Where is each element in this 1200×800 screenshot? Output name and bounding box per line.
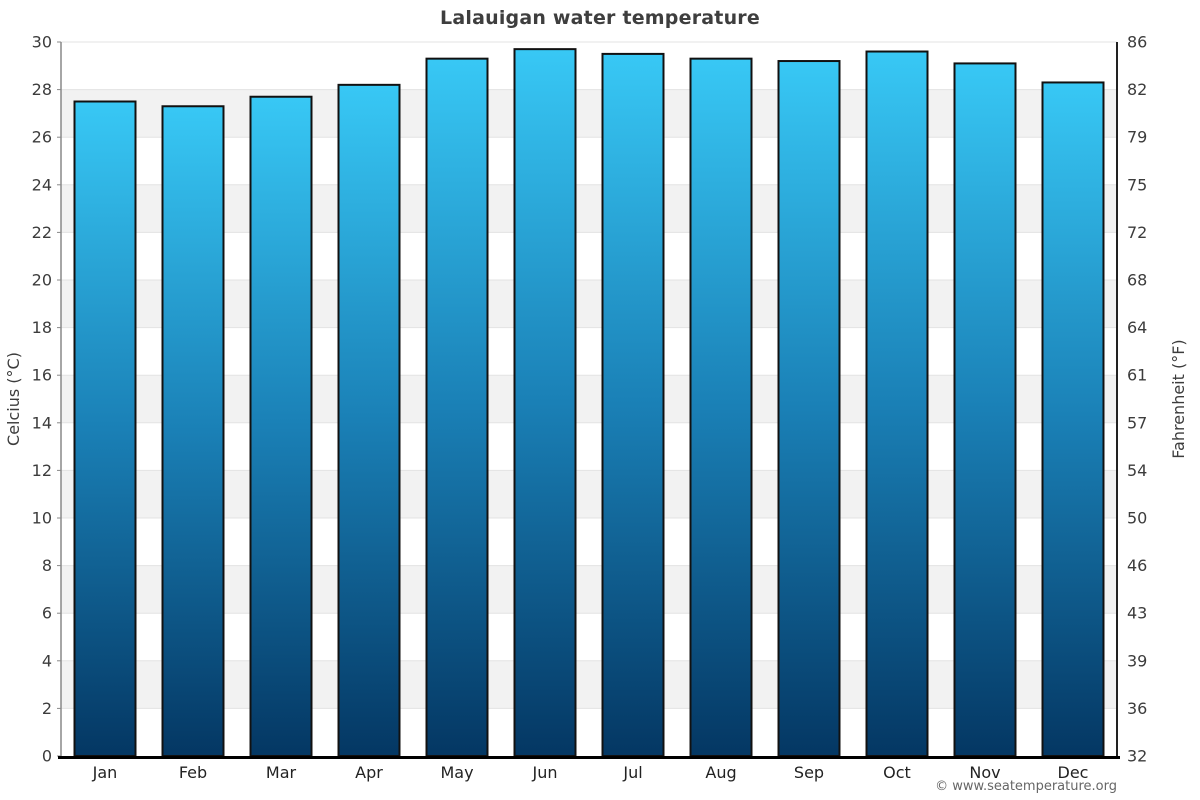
fahrenheit-tick-label: 82 [1127, 80, 1147, 99]
background-band [61, 660, 1117, 709]
celsius-tick-label: 16 [32, 366, 52, 385]
chart-title: Lalauigan water temperature [440, 7, 760, 29]
month-label-aug: Aug [705, 763, 736, 782]
celsius-tick-label: 6 [42, 604, 52, 623]
fahrenheit-tick-label: 50 [1127, 509, 1147, 528]
month-label-nov: Nov [969, 763, 1000, 782]
background-band [61, 89, 1117, 138]
month-label-oct: Oct [883, 763, 911, 782]
month-label-sep: Sep [794, 763, 824, 782]
bar-sep [777, 60, 841, 758]
bar-may [425, 57, 489, 758]
bar-mar [249, 95, 313, 758]
celsius-tick-label: 28 [32, 80, 52, 99]
bar-feb [161, 105, 225, 757]
bar-jun [513, 48, 577, 757]
fahrenheit-tick-label: 61 [1127, 366, 1147, 385]
month-label-apr: Apr [355, 763, 383, 782]
celsius-tick-label: 30 [32, 33, 52, 52]
fahrenheit-tick-label: 57 [1127, 413, 1147, 432]
background-band [61, 470, 1117, 518]
fahrenheit-tick-label: 68 [1127, 271, 1147, 290]
bar-nov [953, 62, 1017, 758]
bar-jan [73, 100, 137, 757]
fahrenheit-tick-label: 54 [1127, 461, 1147, 480]
celsius-tick-label: 20 [32, 271, 52, 290]
celsius-tick-label: 8 [42, 556, 52, 575]
bar-jul [601, 52, 665, 757]
month-label-feb: Feb [179, 763, 207, 782]
background-band [61, 375, 1117, 423]
fahrenheit-tick-label: 75 [1127, 175, 1147, 194]
celsius-tick-label: 10 [32, 509, 52, 528]
fahrenheit-tick-label: 79 [1127, 128, 1147, 147]
fahrenheit-axis-title: Fahrenheit (°F) [1169, 339, 1188, 458]
bar-dec [1041, 81, 1105, 757]
background-band [61, 280, 1117, 328]
fahrenheit-tick-label: 72 [1127, 223, 1147, 242]
celsius-tick-label: 4 [42, 651, 52, 670]
celsius-tick-label: 18 [32, 318, 52, 337]
bar-aug [689, 57, 753, 758]
month-label-jul: Jul [622, 763, 642, 782]
bar-oct [865, 50, 929, 757]
fahrenheit-tick-label: 39 [1127, 651, 1147, 670]
celsius-axis-title: Celcius (°C) [4, 352, 23, 446]
celsius-tick-label: 26 [32, 128, 52, 147]
month-label-dec: Dec [1058, 763, 1089, 782]
fahrenheit-tick-label: 32 [1127, 747, 1147, 766]
background-band [61, 184, 1117, 233]
fahrenheit-tick-label: 36 [1127, 699, 1147, 718]
celsius-tick-label: 24 [32, 175, 52, 194]
celsius-tick-label: 0 [42, 747, 52, 766]
bar-apr [337, 83, 401, 757]
copyright-footer: © www.seatemperature.org [935, 779, 1117, 794]
month-label-may: May [440, 763, 473, 782]
celsius-tick-label: 22 [32, 223, 52, 242]
celsius-tick-label: 12 [32, 461, 52, 480]
celsius-tick-label: 2 [42, 699, 52, 718]
month-label-mar: Mar [266, 763, 297, 782]
month-label-jan: Jan [92, 763, 118, 782]
fahrenheit-tick-label: 86 [1127, 33, 1147, 52]
background-band [61, 565, 1117, 614]
fahrenheit-tick-label: 46 [1127, 556, 1147, 575]
month-label-jun: Jun [532, 763, 558, 782]
fahrenheit-tick-label: 64 [1127, 318, 1147, 337]
fahrenheit-tick-label: 43 [1127, 604, 1147, 623]
celsius-tick-label: 14 [32, 413, 52, 432]
